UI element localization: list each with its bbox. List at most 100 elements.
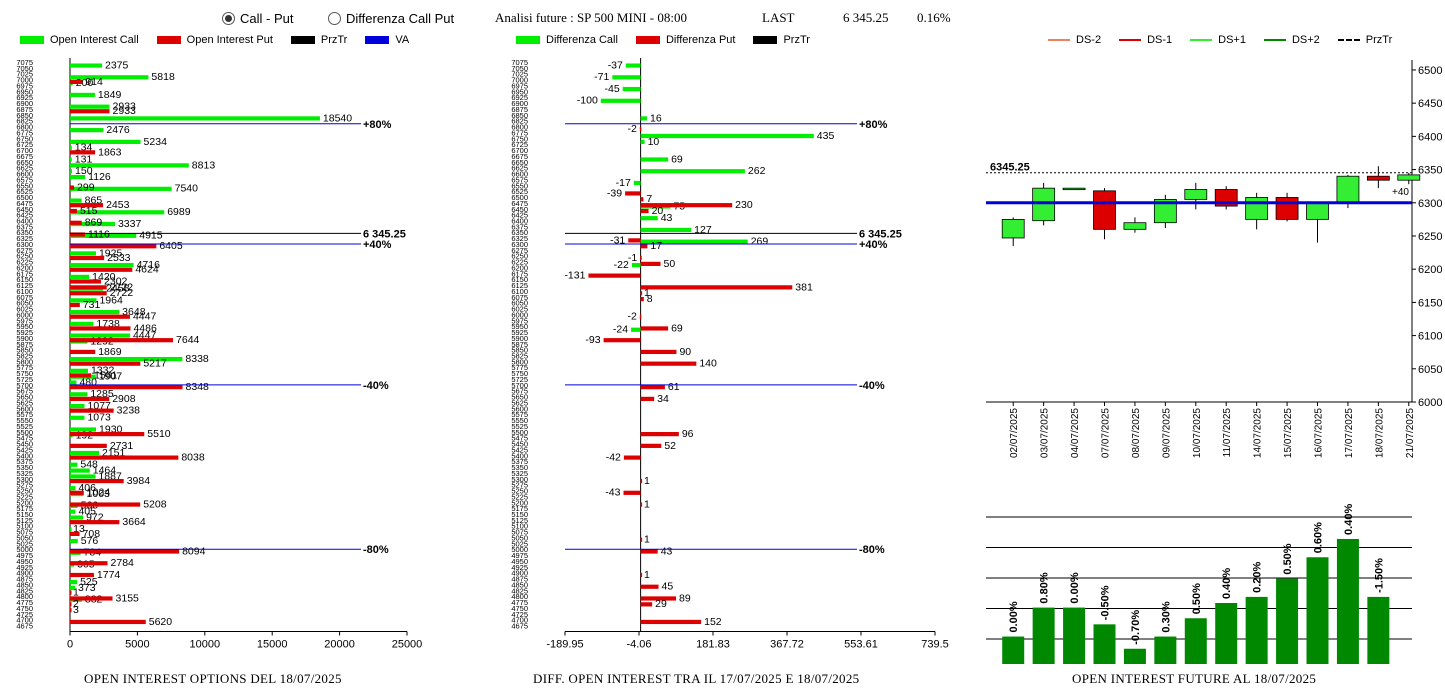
data-label: 0.80% <box>1039 572 1051 603</box>
bar <box>640 255 642 261</box>
strike-tick-label: 6200 <box>511 263 528 272</box>
y-tick-label: 6200 <box>1418 264 1442 276</box>
va-line-label: -40% <box>859 380 885 392</box>
data-label: 0.20% <box>1252 561 1264 592</box>
bar <box>70 474 96 479</box>
strike-tick-label: 5175 <box>16 504 33 513</box>
strike-tick-label: 6025 <box>16 305 33 314</box>
data-label: 1849 <box>98 89 122 101</box>
strike-tick-label: 4900 <box>16 569 33 578</box>
data-label: 0.30% <box>1160 601 1172 632</box>
strike-tick-label: 5275 <box>16 481 33 490</box>
strike-tick-label: 4675 <box>16 622 33 631</box>
bar <box>70 285 107 290</box>
x-tick-label: 14/07/2025 <box>1253 408 1264 458</box>
x-tick-label: 03/07/2025 <box>1040 408 1051 458</box>
data-label: -2 <box>627 123 636 135</box>
bar <box>640 139 645 144</box>
strike-tick-label: 5875 <box>16 340 33 349</box>
bar <box>70 267 133 272</box>
data-label: 3664 <box>122 516 146 528</box>
strike-tick-label: 5425 <box>16 445 33 454</box>
x-tick-label: 04/07/2025 <box>1070 408 1081 458</box>
strike-tick-label: 6175 <box>16 269 33 278</box>
bar <box>70 157 72 162</box>
strike-tick-label: 5725 <box>511 375 528 384</box>
strike-tick-label: 6425 <box>511 211 528 220</box>
x-tick-label: 11/07/2025 <box>1222 408 1233 458</box>
strike-tick-label: 6300 <box>511 240 528 249</box>
data-label: 6989 <box>167 206 191 218</box>
bar <box>623 455 641 460</box>
va-line-label: +40% <box>363 239 392 251</box>
candle-body <box>1062 187 1086 191</box>
data-label: -71 <box>594 71 609 83</box>
legend-line-ds+2 <box>1263 39 1286 41</box>
data-label: 731 <box>83 299 101 311</box>
bar <box>70 255 105 261</box>
strike-tick-label: 5900 <box>16 334 33 343</box>
bar <box>70 263 134 268</box>
data-label: 405 <box>78 506 96 518</box>
strike-tick-label: 5400 <box>16 451 33 460</box>
strike-tick-label: 5700 <box>511 381 528 390</box>
radio-diff[interactable]: Differenza Call Put <box>328 11 454 30</box>
strike-tick-label: 6800 <box>16 123 33 132</box>
data-label: -24 <box>613 324 628 336</box>
data-label: 13 <box>73 523 85 535</box>
bar <box>628 238 641 243</box>
strike-tick-label: 6475 <box>511 199 528 208</box>
bar <box>70 380 77 385</box>
bar <box>1123 648 1146 664</box>
strike-tick-label: 5775 <box>511 363 528 372</box>
bar <box>70 361 141 366</box>
bar <box>70 385 183 390</box>
data-label: 2302 <box>104 275 128 287</box>
strike-tick-label: 6825 <box>511 117 528 126</box>
bar <box>623 490 641 495</box>
legend-line-ds-1 <box>1119 39 1142 41</box>
bar <box>640 502 643 507</box>
strike-tick-label: 6925 <box>16 93 33 102</box>
bar <box>1154 636 1177 664</box>
bar <box>70 432 145 437</box>
bar <box>70 291 107 296</box>
candle-body <box>1366 175 1390 181</box>
data-label: 1869 <box>98 346 122 358</box>
bar <box>70 163 189 168</box>
data-label: 7540 <box>175 183 199 195</box>
strike-tick-label: 6900 <box>16 99 33 108</box>
strike-tick-label: 4800 <box>511 592 528 601</box>
data-label: 152 <box>704 616 722 628</box>
data-label: 1 <box>644 287 650 299</box>
candle-body <box>1184 189 1208 200</box>
data-label: 3984 <box>127 475 151 487</box>
radio-call-put[interactable]: Call - Put <box>222 11 293 30</box>
strike-tick-label: 6100 <box>511 287 528 296</box>
legend-line-ds-2 <box>1048 39 1070 41</box>
bar <box>70 104 110 109</box>
bar <box>70 349 96 355</box>
data-label: 16 <box>650 112 662 124</box>
bar <box>640 385 665 390</box>
strike-tick-label: 4775 <box>511 598 528 607</box>
bar <box>70 92 95 98</box>
data-label: -100 <box>577 95 598 107</box>
data-label: 2784 <box>111 557 135 569</box>
x-tick-label: 18/07/2025 <box>1374 408 1385 458</box>
x-tick-label: -4.06 <box>626 639 651 651</box>
data-label: 20 <box>652 205 664 217</box>
bar <box>70 415 85 420</box>
x-tick-label: 20000 <box>324 639 355 651</box>
x-tick-label: 17/07/2025 <box>1344 408 1355 458</box>
strike-tick-label: 5050 <box>16 533 33 542</box>
strike-tick-label: 5675 <box>16 387 33 396</box>
bar <box>640 203 733 208</box>
strike-tick-label: 6600 <box>511 170 528 179</box>
data-label: 29 <box>655 598 667 610</box>
strike-tick-label: 6725 <box>511 140 528 149</box>
bar <box>70 221 115 227</box>
data-label: 127 <box>694 224 712 236</box>
strike-tick-label: 5625 <box>16 398 33 407</box>
legend-label: DS+1 <box>1218 34 1246 46</box>
